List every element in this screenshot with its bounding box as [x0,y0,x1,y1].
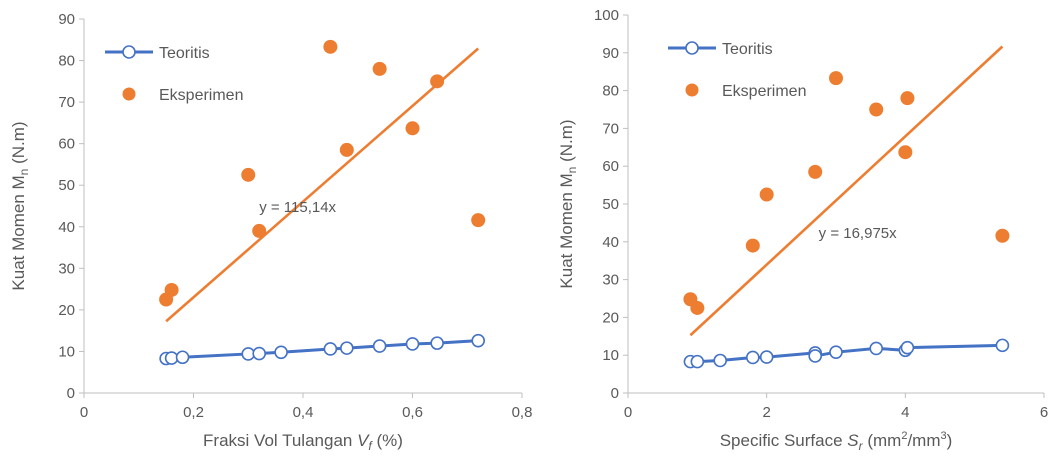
teoritis-point [471,333,486,348]
eksperimen-point [759,187,774,202]
eksperimen-point [252,223,267,238]
chart-panel-1: 0 10 20 30 40 50 60 70 80 90 0 0,2 0,4 0,6 0,8 Fraksi V… [9,11,532,453]
teoritis-series-line [690,343,1003,364]
y-tick-label: 20 [602,309,619,326]
eksperimen-point [164,282,179,297]
teoritis-point [372,339,387,353]
y-tick-label: 40 [58,219,75,236]
eksperimen-point [471,213,486,228]
x-tick-label: 0,6 [402,404,423,421]
eksperimen-trendline [689,45,1004,337]
y-tick-label: 20 [58,302,75,319]
y-axis-title: Kuat Momen Mn (N.m) [9,121,31,290]
teoritis-point [995,338,1010,353]
teoritis-point [808,349,823,363]
y-tick-label: 30 [602,272,619,289]
y-tick-label: 60 [58,136,75,153]
legend-eksperimen-marker [122,87,136,101]
y-tick-label: 50 [602,196,619,213]
y-tick-label: 40 [602,234,619,251]
eksperimen-point [430,74,445,89]
y-tick-label: 80 [58,53,75,70]
x-tick-label: 0,2 [183,404,204,421]
y-axis-title: Kuat Momen Mn (N.m) [557,119,579,288]
y-tick-label: 10 [58,343,75,360]
y-tick-label: 10 [602,347,619,364]
y-tick-label: 100 [594,7,619,24]
x-tick-label: 0 [80,404,88,421]
y-tick-label: 80 [602,83,619,100]
eksperimen-point [372,61,387,76]
teoritis-point [690,354,705,369]
legend-eksperimen-label: Eksperimen [159,87,243,104]
x-axis-title: Specific Surface Sr (mm2/mm3) [720,430,953,453]
x-tick-label: 0,4 [293,404,314,421]
x-tick-label: 6 [1040,404,1048,421]
teoritis-point [829,345,843,359]
teoritis-point [405,337,420,351]
x-tick-label: 4 [901,404,909,421]
legend-teoritis-marker [122,45,136,59]
eksperimen-point [745,238,760,253]
teoritis-point [175,350,190,365]
teoritis-point [745,350,760,365]
eksperimen-point [869,102,884,117]
eksperimen-point [690,300,705,315]
teoritis-point [713,353,728,368]
eksperimen-point [995,228,1010,243]
legend: Teoritis Eksperimen [105,45,243,104]
legend-eksperimen-label: Eksperimen [722,83,806,100]
eksperimen-point [808,164,823,179]
y-tick-label: 70 [58,94,75,111]
eksperimen-point [898,145,913,160]
eksperimen-point [339,142,354,157]
teoritis-point [869,341,884,356]
teoritis-point [430,336,444,350]
y-tick-label: 90 [602,45,619,62]
y-tick-label: 0 [611,385,619,402]
teoritis-point [252,346,267,361]
teoritis-point [759,350,774,364]
teoritis-point [164,351,179,365]
eksperimen-point [323,39,338,54]
eksperimen-trendline [165,47,480,323]
legend-eksperimen-marker [685,83,699,97]
y-tick-label: 70 [602,120,619,137]
y-tick-label: 50 [58,177,75,194]
legend-teoritis-label: Teoritis [722,41,773,58]
legend-teoritis-marker [685,41,699,55]
chart-panel-2: 0 10 20 30 40 50 60 70 80 90 100 0 2 4 6 Specific Surfa… [557,7,1048,453]
legend-teoritis-label: Teoritis [159,45,210,62]
x-tick-label: 2 [762,404,770,421]
teoritis-point [274,345,288,360]
eksperimen-point [829,71,843,86]
x-tick-label: 0,8 [512,404,533,421]
trendline-equation-label: y = 16,975x [819,225,897,242]
y-tick-label: 0 [67,385,75,402]
y-tick-label: 90 [58,11,75,28]
teoritis-point [339,341,354,355]
x-tick-label: 0 [624,404,632,421]
eksperimen-point [241,167,256,182]
trendline-equation-label: y = 115,14x [259,199,336,216]
teoritis-point [900,340,915,355]
y-tick-label: 30 [58,260,75,277]
x-axis-title: Fraksi Vol Tulangan Vf (%) [203,431,403,453]
eksperimen-point [405,121,420,136]
y-tick-label: 60 [602,158,619,175]
legend: Teoritis Eksperimen [668,41,806,100]
teoritis-point [323,342,338,356]
eksperimen-point [900,91,915,106]
